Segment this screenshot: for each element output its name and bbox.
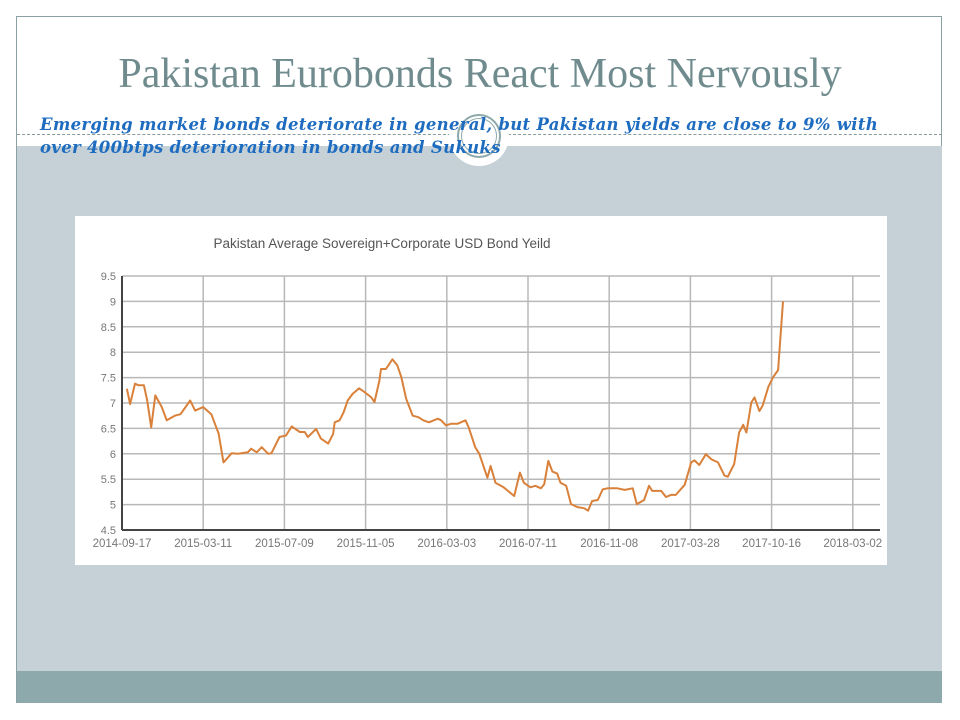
y-tick-label: 9.5 (101, 271, 116, 283)
x-tick-label: 2018-03-02 (823, 538, 882, 550)
line-chart: Pakistan Average Sovereign+Corporate USD… (93, 236, 883, 550)
slide-subtitle: Emerging market bonds deteriorate in gen… (40, 115, 879, 157)
y-tick-label: 4.5 (101, 525, 116, 537)
y-tick-label: 5.5 (101, 474, 116, 486)
x-tick-label: 2016-07-11 (499, 538, 557, 550)
x-tick-label: 2017-10-16 (742, 538, 801, 550)
chart-title: Pakistan Average Sovereign+Corporate USD… (213, 236, 550, 251)
x-tick-label: 2014-09-17 (93, 538, 152, 550)
x-tick-label: 2015-03-11 (174, 538, 232, 550)
y-tick-label: 5 (110, 500, 116, 512)
x-tick-label: 2016-03-03 (417, 538, 476, 550)
chart-container: Pakistan Average Sovereign+Corporate USD… (75, 216, 887, 565)
y-tick-label: 8.5 (101, 322, 116, 334)
y-tick-label: 7 (110, 398, 116, 410)
x-tick-label: 2016-11-08 (580, 538, 638, 550)
footer-band (17, 671, 942, 703)
x-tick-label: 2015-11-05 (337, 538, 395, 550)
y-tick-label: 6.5 (101, 423, 116, 435)
y-tick-label: 9 (110, 296, 116, 308)
slide-title: Pakistan Eurobonds React Most Nervously (118, 51, 842, 97)
x-tick-label: 2015-07-09 (255, 538, 314, 550)
x-tick-label: 2017-03-28 (661, 538, 720, 550)
y-tick-label: 6 (110, 449, 116, 461)
y-tick-label: 7.5 (101, 373, 116, 385)
decorative-circle-icon (449, 106, 509, 166)
y-tick-label: 8 (110, 347, 116, 359)
